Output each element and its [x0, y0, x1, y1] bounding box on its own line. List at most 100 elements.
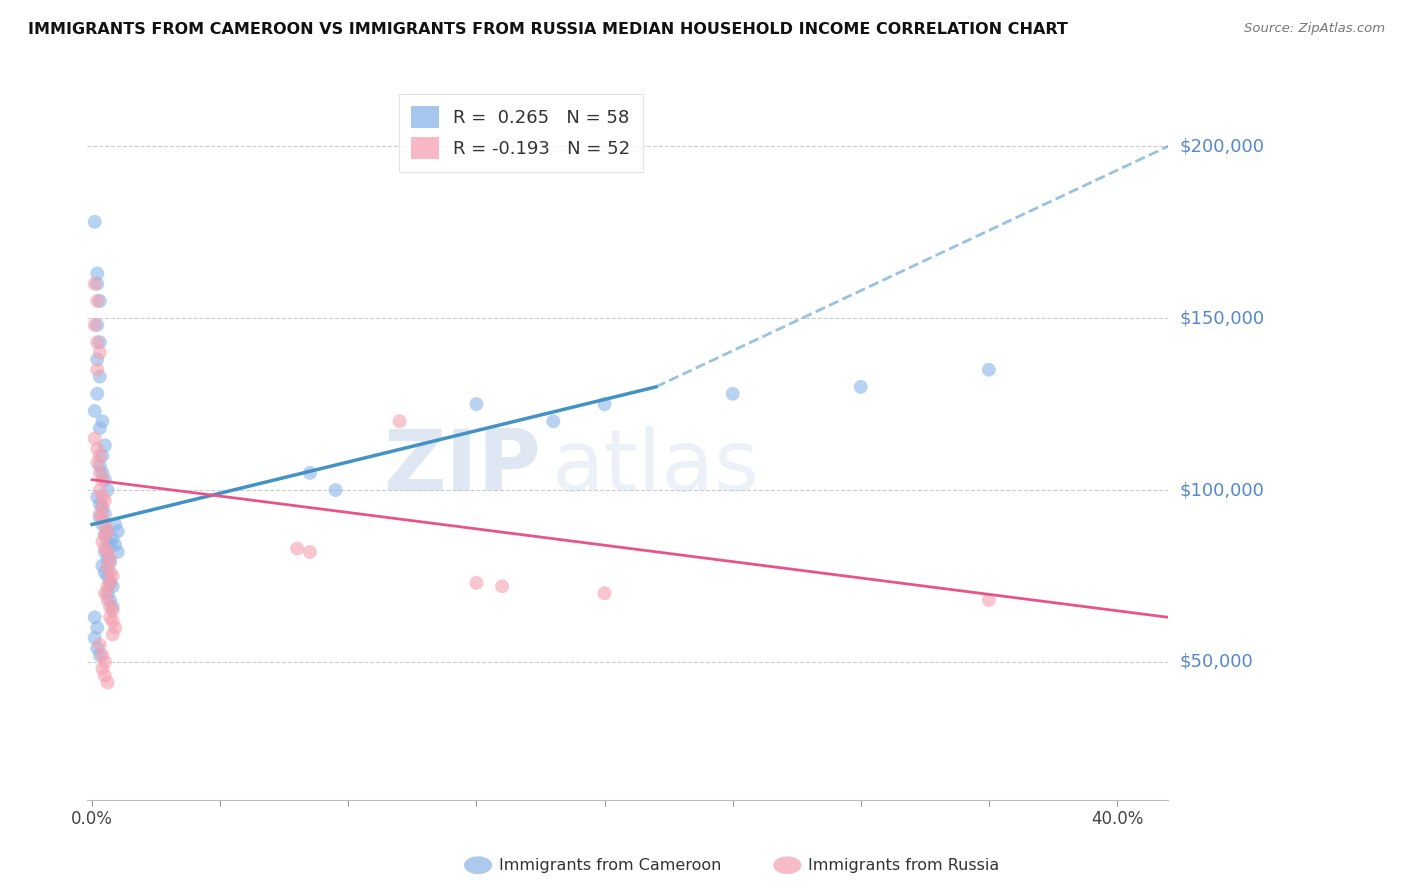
Point — [86, 456, 108, 470]
Point — [94, 669, 117, 683]
Point — [89, 507, 111, 521]
Point — [91, 517, 114, 532]
Text: Source: ZipAtlas.com: Source: ZipAtlas.com — [1244, 22, 1385, 36]
Point — [849, 380, 872, 394]
Point — [86, 386, 108, 401]
Point — [91, 648, 114, 662]
Point — [298, 466, 321, 480]
Point — [83, 277, 105, 291]
Point — [94, 541, 117, 556]
Point — [86, 362, 108, 376]
Point — [96, 675, 118, 690]
Point — [94, 566, 117, 580]
Point — [91, 510, 114, 524]
Point — [89, 458, 111, 473]
Point — [96, 545, 118, 559]
Point — [86, 293, 108, 308]
Point — [98, 610, 121, 624]
Point — [89, 449, 111, 463]
Point — [94, 507, 117, 521]
Point — [593, 397, 616, 411]
Point — [101, 603, 124, 617]
Point — [388, 414, 411, 428]
Point — [593, 586, 616, 600]
Point — [101, 531, 124, 545]
Point — [91, 414, 114, 428]
Point — [98, 575, 121, 590]
Point — [86, 621, 108, 635]
Text: atlas: atlas — [553, 425, 759, 508]
Point — [101, 627, 124, 641]
Point — [91, 466, 114, 480]
Point — [94, 517, 117, 532]
Point — [96, 483, 118, 497]
Point — [89, 421, 111, 435]
Point — [101, 599, 124, 614]
Point — [91, 534, 114, 549]
Point — [83, 318, 105, 332]
Point — [96, 579, 118, 593]
Point — [89, 335, 111, 350]
Point — [89, 369, 111, 384]
Point — [94, 545, 117, 559]
Point — [285, 541, 308, 556]
Point — [94, 528, 117, 542]
Point — [101, 569, 124, 583]
Point — [89, 497, 111, 511]
Point — [89, 648, 111, 662]
Point — [98, 538, 121, 552]
Text: Immigrants from Cameroon: Immigrants from Cameroon — [499, 858, 721, 872]
Point — [96, 569, 118, 583]
Point — [107, 524, 129, 539]
Point — [94, 493, 117, 508]
Text: IMMIGRANTS FROM CAMEROON VS IMMIGRANTS FROM RUSSIA MEDIAN HOUSEHOLD INCOME CORRE: IMMIGRANTS FROM CAMEROON VS IMMIGRANTS F… — [28, 22, 1069, 37]
Point — [325, 483, 347, 497]
Point — [91, 500, 114, 515]
Point — [86, 277, 108, 291]
Point — [96, 558, 118, 573]
Point — [91, 500, 114, 515]
Point — [101, 614, 124, 628]
Point — [83, 432, 105, 446]
Point — [298, 545, 321, 559]
Point — [86, 318, 108, 332]
Point — [96, 551, 118, 566]
Point — [89, 483, 111, 497]
Point — [89, 345, 111, 359]
Point — [101, 579, 124, 593]
Point — [104, 538, 127, 552]
Point — [94, 528, 117, 542]
Point — [91, 473, 114, 487]
Point — [83, 610, 105, 624]
Point — [89, 293, 111, 308]
Point — [96, 586, 118, 600]
Point — [86, 442, 108, 456]
Point — [96, 534, 118, 549]
Point — [86, 490, 108, 504]
Point — [98, 551, 121, 566]
Point — [543, 414, 565, 428]
Point — [96, 524, 118, 539]
Point — [86, 641, 108, 656]
Point — [83, 631, 105, 645]
Point — [91, 490, 114, 504]
Point — [94, 586, 117, 600]
Point — [96, 524, 118, 539]
Point — [977, 362, 1000, 376]
Text: $150,000: $150,000 — [1180, 310, 1264, 327]
Point — [104, 517, 127, 532]
Point — [86, 335, 108, 350]
Point — [94, 473, 117, 487]
Point — [86, 352, 108, 367]
Point — [83, 215, 105, 229]
Point — [98, 599, 121, 614]
Legend: R =  0.265   N = 58, R = -0.193   N = 52: R = 0.265 N = 58, R = -0.193 N = 52 — [399, 94, 643, 172]
Point — [98, 566, 121, 580]
Point — [89, 466, 111, 480]
Point — [98, 555, 121, 569]
Point — [86, 267, 108, 281]
Point — [89, 638, 111, 652]
Text: $50,000: $50,000 — [1180, 653, 1253, 671]
Point — [107, 545, 129, 559]
Point — [977, 593, 1000, 607]
